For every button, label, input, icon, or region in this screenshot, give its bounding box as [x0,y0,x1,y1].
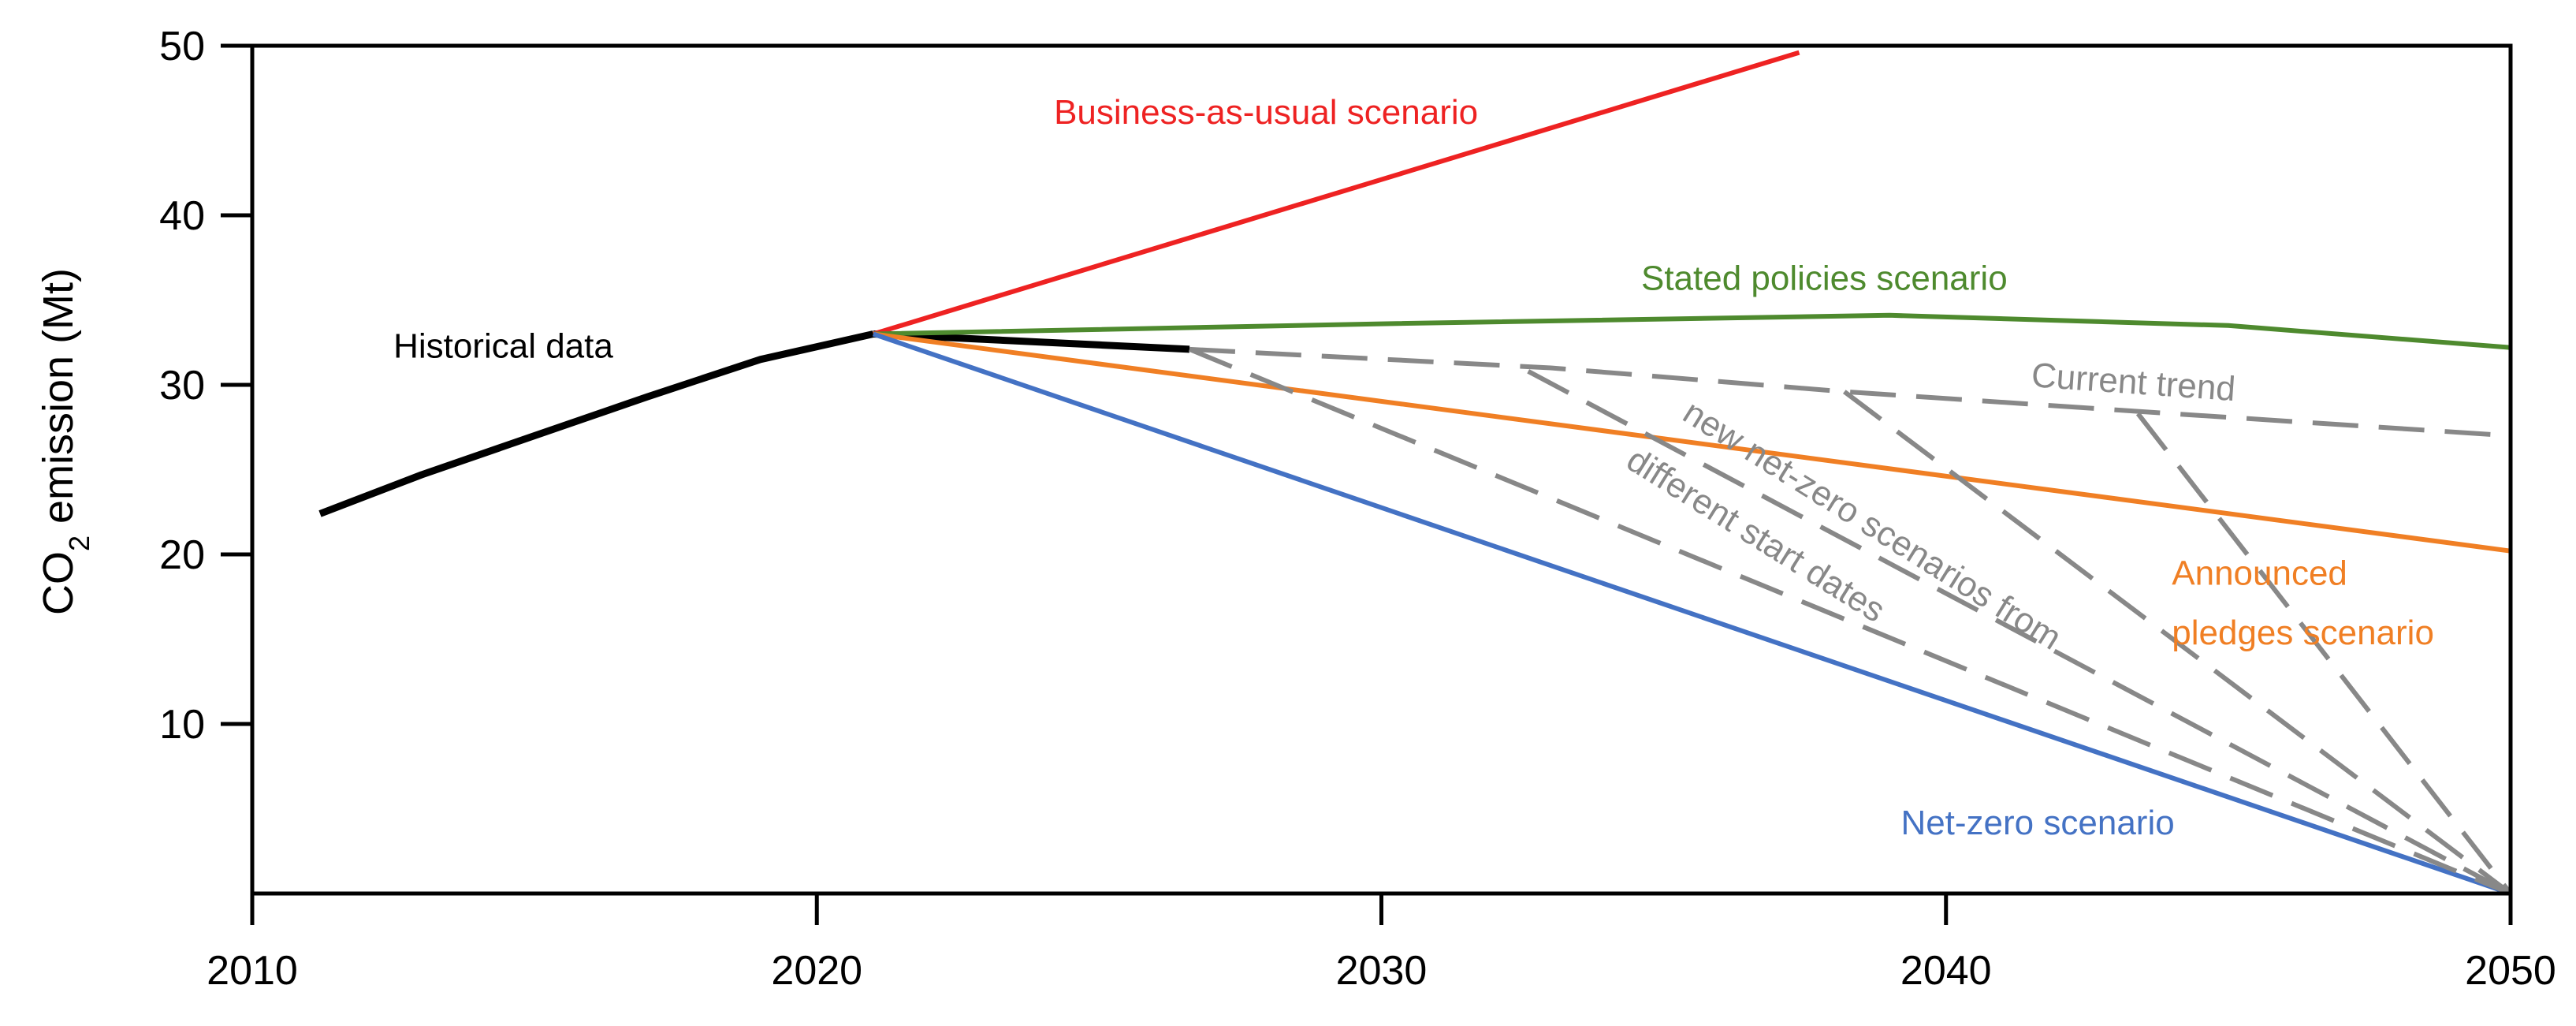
y-tick-label-2: 30 [159,363,205,409]
y-axis-ticks: 10 20 30 40 50 [159,24,252,748]
series-lines [318,50,2513,896]
annotations: Historical data Business-as-usual scenari… [393,93,2434,842]
series-line-5 [873,331,2511,554]
annotation-bau: Business-as-usual scenario [1054,93,1478,132]
y-tick-label-4: 50 [159,24,205,69]
y-axis-title-part-1: CO [35,551,82,615]
plot-frame [250,43,2513,896]
annotation-historical: Historical data [393,327,613,366]
annotation-announced1: Announced [2172,554,2347,593]
x-tick-label-2: 2030 [1336,948,1428,994]
x-tick-label-0: 2010 [207,948,298,994]
series-line-0 [318,330,874,517]
series-line-2 [873,50,1800,337]
series-line-10 [2135,412,2513,895]
y-axis-title: CO2 emission (Mt) [35,268,95,615]
series-line-6 [872,331,2511,896]
series-line-9 [1842,390,2512,896]
x-axis-ticks: 2010 2020 2030 2040 2050 [207,894,2556,994]
y-tick-label-0: 10 [159,702,205,748]
annotation-current: Current trend [2030,356,2236,409]
annotation-stated: Stated policies scenario [1641,259,2008,298]
y-tick-label-3: 40 [159,193,205,239]
annotation-netzero: Net-zero scenario [1900,804,2174,842]
series-line-3 [873,312,2511,350]
x-tick-label-3: 2040 [1900,948,1992,994]
x-tick-label-1: 2020 [771,948,862,994]
y-axis-title-subscript: 2 [63,535,95,551]
series-line-8 [1527,369,2512,896]
series-line-1 [873,330,1190,353]
annotation-announced2: pledges scenario [2172,614,2434,652]
series-line-7 [1188,347,2512,896]
y-tick-label-1: 20 [159,532,205,578]
y-axis-title-part-2: emission (Mt) [35,268,82,535]
series-line-4 [1189,346,2511,438]
x-tick-label-4: 2050 [2465,948,2556,994]
